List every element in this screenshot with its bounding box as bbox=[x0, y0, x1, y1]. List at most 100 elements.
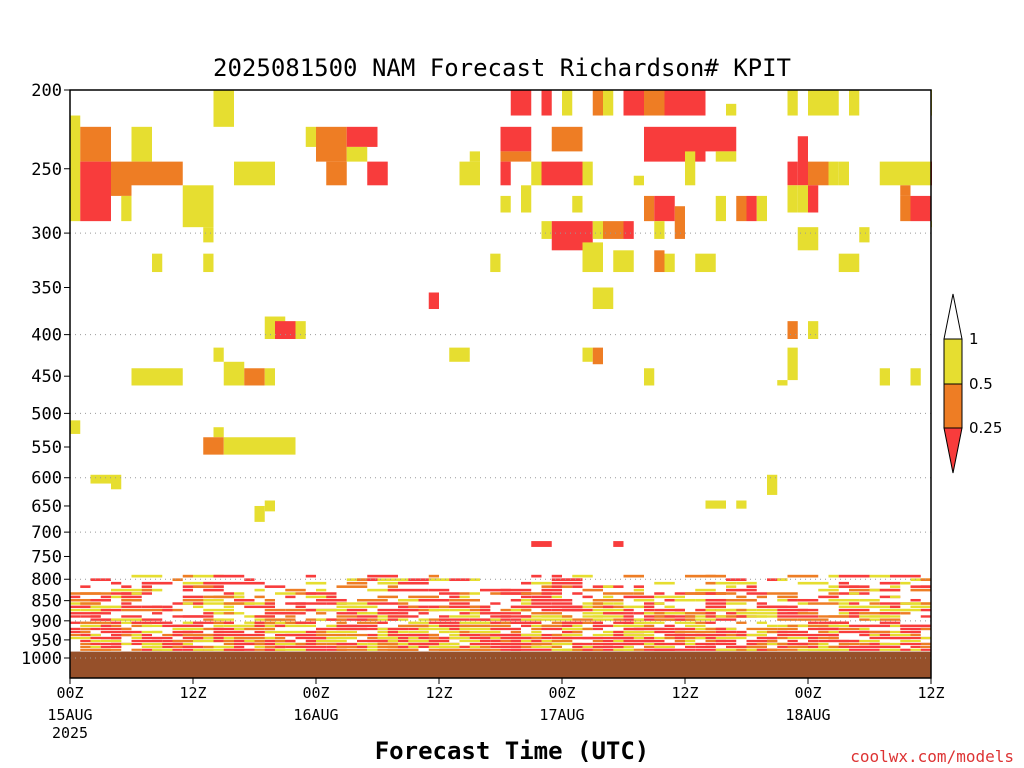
bl-cell bbox=[295, 633, 306, 637]
bl-cell bbox=[674, 642, 685, 646]
ri-cell bbox=[859, 227, 870, 243]
bl-cell bbox=[459, 627, 491, 631]
bl-cell bbox=[572, 618, 603, 621]
bl-cell bbox=[510, 648, 521, 651]
bl-cell bbox=[182, 574, 193, 578]
bl-cell bbox=[654, 642, 685, 646]
bl-cell bbox=[685, 612, 716, 615]
bl-cell bbox=[254, 621, 265, 624]
colorbar-label: 0.25 bbox=[969, 419, 1002, 437]
bl-cell bbox=[715, 598, 726, 602]
ri-cell bbox=[80, 161, 111, 222]
bl-cell bbox=[469, 642, 491, 646]
ri-cell bbox=[900, 185, 911, 196]
bl-cell bbox=[541, 624, 573, 628]
bl-cell bbox=[869, 636, 901, 640]
bl-cell bbox=[541, 588, 562, 592]
bl-cell bbox=[777, 642, 788, 646]
bl-cell bbox=[767, 605, 798, 609]
bl-cell bbox=[264, 627, 275, 631]
bl-cell bbox=[469, 578, 480, 582]
bl-cell bbox=[705, 574, 726, 578]
bl-cell bbox=[121, 605, 142, 609]
bl-cell bbox=[367, 574, 398, 578]
ri-cell bbox=[521, 185, 532, 213]
bl-cell bbox=[90, 612, 111, 615]
bl-cell bbox=[736, 621, 747, 624]
bl-cell bbox=[910, 630, 921, 634]
bl-cell bbox=[541, 608, 552, 612]
bl-cell bbox=[787, 639, 798, 643]
bl-cell bbox=[531, 645, 562, 648]
bl-cell bbox=[674, 608, 685, 612]
ri-cell bbox=[582, 242, 603, 273]
bl-cell bbox=[398, 581, 429, 585]
bl-cell bbox=[920, 585, 931, 588]
bl-cell bbox=[623, 608, 634, 612]
bl-cell bbox=[418, 642, 429, 646]
bl-cell bbox=[121, 642, 132, 646]
bl-cell bbox=[767, 636, 778, 640]
bl-cell bbox=[510, 598, 521, 602]
ri-cell bbox=[592, 347, 603, 365]
bl-cell bbox=[254, 639, 265, 643]
bl-cell bbox=[428, 608, 450, 612]
bl-cell bbox=[234, 648, 245, 651]
bl-cell bbox=[377, 642, 398, 646]
bl-cell bbox=[182, 598, 214, 602]
bl-cell bbox=[285, 588, 306, 592]
bl-cell bbox=[131, 639, 152, 643]
bl-cell bbox=[808, 621, 819, 624]
bl-cell bbox=[449, 608, 470, 612]
ri-cell bbox=[316, 126, 347, 162]
bl-cell bbox=[408, 595, 439, 599]
bl-cell bbox=[572, 608, 583, 612]
bl-cell bbox=[685, 648, 696, 651]
x-tick-label: 00Z bbox=[302, 684, 329, 702]
bl-cell bbox=[439, 642, 450, 646]
bl-cell bbox=[808, 615, 819, 618]
bl-cell bbox=[623, 630, 644, 634]
bl-cell bbox=[182, 588, 193, 592]
bl-cell bbox=[818, 595, 839, 599]
bl-cell bbox=[797, 618, 829, 621]
bl-cell bbox=[592, 648, 603, 651]
bl-cell bbox=[285, 618, 296, 621]
bl-cell bbox=[582, 636, 593, 640]
bl-cell bbox=[336, 642, 357, 646]
bl-cell bbox=[141, 588, 152, 592]
bl-cell bbox=[603, 592, 634, 595]
bl-cell bbox=[838, 608, 870, 612]
bl-cell bbox=[336, 602, 368, 605]
ri-cell bbox=[828, 161, 839, 186]
bl-cell bbox=[316, 648, 327, 651]
ri-cell bbox=[295, 321, 306, 340]
bl-cell bbox=[777, 608, 808, 612]
bl-cell bbox=[562, 633, 583, 637]
bl-cell bbox=[633, 618, 644, 621]
bl-cell bbox=[900, 636, 911, 640]
bl-cell bbox=[367, 578, 378, 582]
bl-cell bbox=[90, 642, 101, 646]
ri-cell bbox=[121, 195, 132, 222]
bl-cell bbox=[121, 627, 132, 631]
bl-cell bbox=[275, 592, 296, 595]
bl-cell bbox=[592, 633, 614, 637]
ri-cell bbox=[80, 126, 111, 162]
bl-cell bbox=[182, 642, 193, 646]
bl-cell bbox=[203, 645, 214, 648]
bl-cell bbox=[777, 648, 798, 651]
bl-cell bbox=[582, 627, 593, 631]
bl-cell bbox=[203, 581, 214, 585]
bl-cell bbox=[111, 639, 122, 643]
bl-cell bbox=[705, 581, 716, 585]
bl-cell bbox=[357, 598, 388, 602]
bl-cell bbox=[193, 636, 204, 640]
bl-cell bbox=[213, 574, 245, 578]
bl-cell bbox=[80, 605, 91, 609]
bl-cell bbox=[808, 624, 839, 628]
ri-cell bbox=[490, 253, 501, 273]
bl-cell bbox=[510, 630, 521, 634]
bl-cell bbox=[633, 598, 655, 602]
bl-cell bbox=[285, 595, 296, 599]
